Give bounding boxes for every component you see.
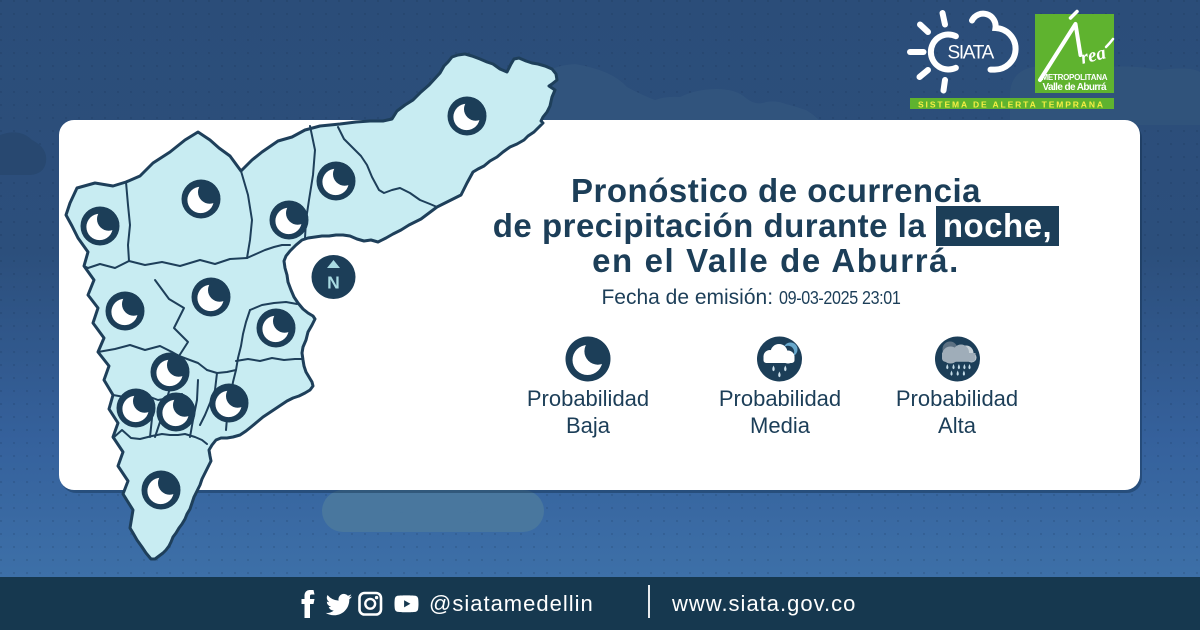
svg-text:SIATA: SIATA <box>948 43 995 64</box>
svg-text:SISTEMA DE ALERTA TEMPRANA: SISTEMA DE ALERTA TEMPRANA <box>918 100 1106 110</box>
svg-text:Valle de Aburrá: Valle de Aburrá <box>1043 82 1107 93</box>
svg-text:METROPOLITANA: METROPOLITANA <box>1042 73 1108 82</box>
svg-text:N: N <box>327 273 340 293</box>
